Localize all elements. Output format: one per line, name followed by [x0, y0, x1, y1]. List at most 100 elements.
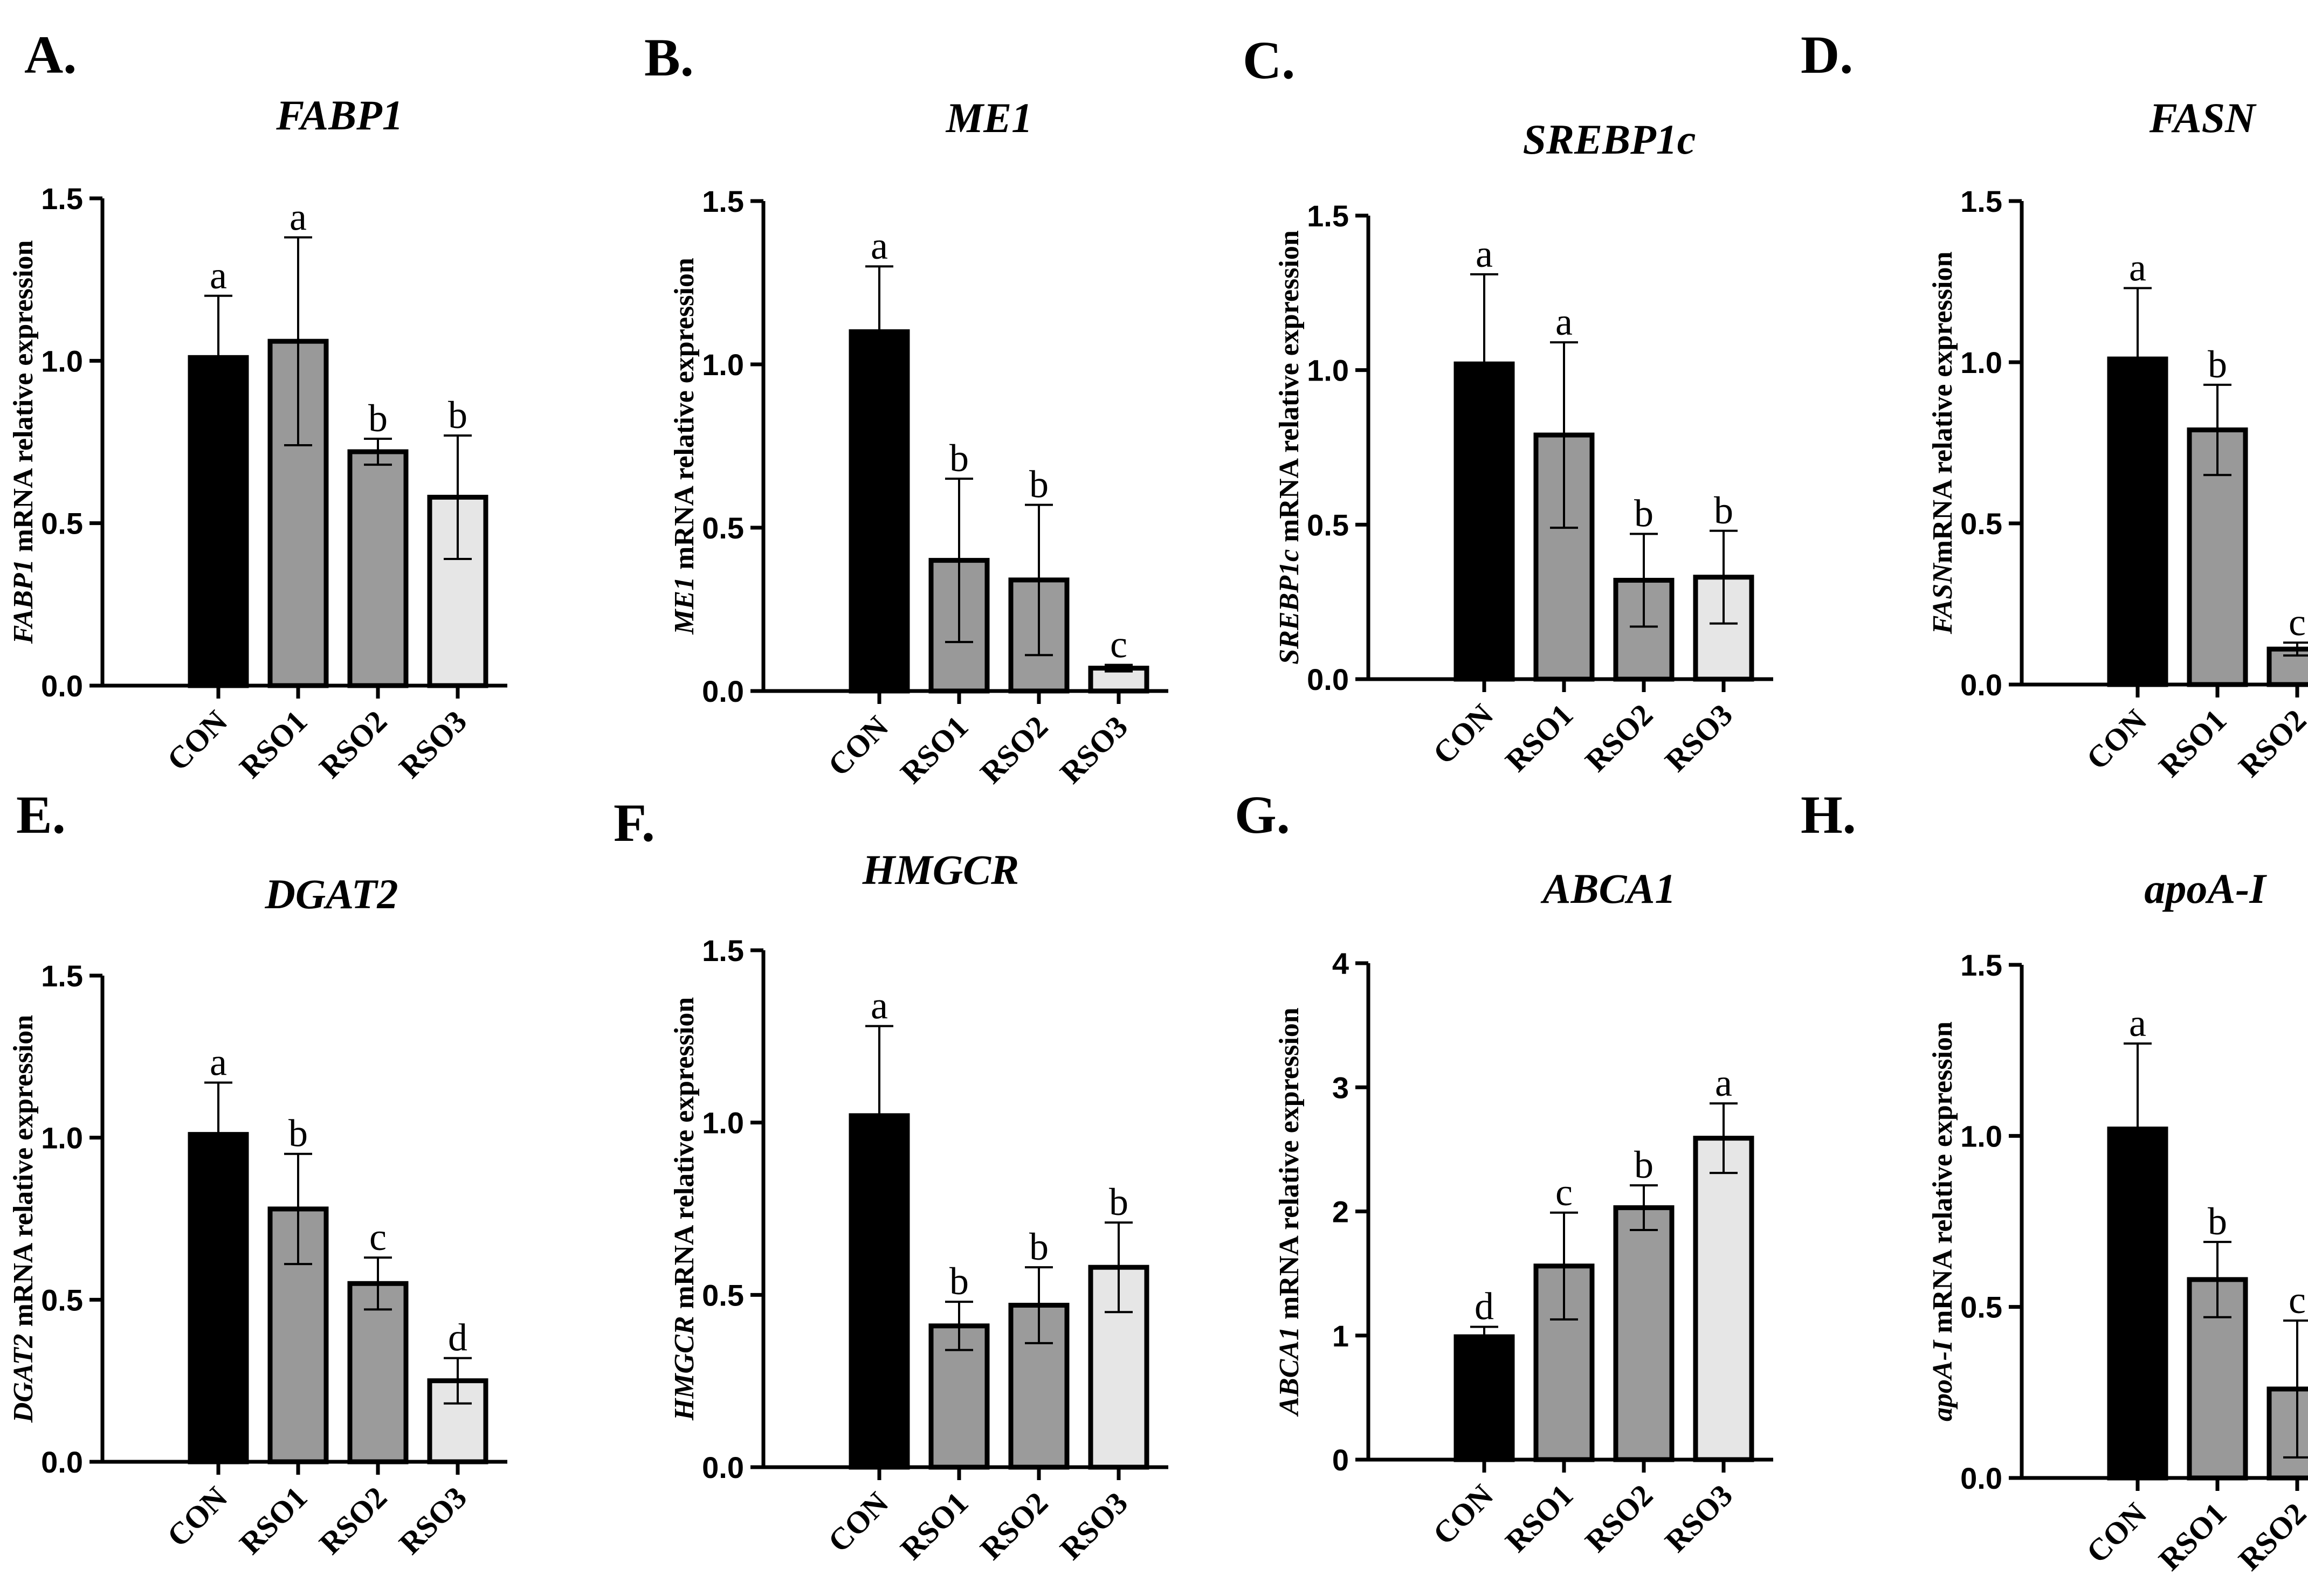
y-tick-label: 1.5 — [41, 959, 83, 993]
y-axis-label-gene: SREBP1c — [1274, 549, 1305, 665]
y-tick-label: 1.5 — [702, 184, 744, 218]
y-tick-label: 1.0 — [41, 344, 83, 378]
chart-title: DGAT2 — [264, 870, 398, 917]
x-tick-label: RSO1 — [232, 703, 314, 785]
y-tick-label: 0.5 — [1960, 1290, 2002, 1324]
significance-label: c — [369, 1215, 387, 1259]
y-axis-label-text: mRNA relative expression — [1274, 230, 1305, 549]
y-axis-label-text: mRNA relative expression — [1274, 1007, 1305, 1326]
significance-label: b — [2208, 343, 2227, 386]
y-tick-label: 1.5 — [41, 182, 83, 216]
y-axis-label: apoA-I mRNA relative expression — [1927, 1021, 1958, 1421]
x-tick-label: CON — [821, 1485, 895, 1559]
x-tick-label: RSO3 — [1658, 697, 1739, 778]
y-axis-label: FASNmRNA relative expression — [1927, 252, 1958, 635]
y-axis-label: FABP1 mRNA relative expression — [8, 240, 39, 645]
significance-label: a — [210, 1040, 227, 1083]
panel-label: D. — [1801, 25, 1853, 85]
y-tick-label: 0.0 — [1307, 662, 1349, 696]
x-tick-label: RSO3 — [1053, 1485, 1134, 1566]
y-tick-label: 1.5 — [1960, 948, 2002, 982]
y-tick-label: 0.0 — [702, 674, 744, 708]
x-tick-label: RSO3 — [392, 1480, 473, 1561]
y-tick-label: 3 — [1332, 1070, 1349, 1104]
chart-title: ABCA1 — [1540, 865, 1676, 912]
y-tick-label: 0.0 — [702, 1450, 744, 1484]
significance-label: a — [1476, 232, 1493, 275]
y-axis-label-text: mRNA relative expression — [1927, 252, 1958, 564]
significance-label: b — [1029, 1225, 1049, 1268]
y-tick-label: 1.0 — [1307, 354, 1349, 388]
y-axis-label-text: mRNA relative expression — [669, 997, 700, 1316]
y-tick-label: 1.0 — [702, 348, 744, 382]
x-tick-label: RSO2 — [2231, 702, 2308, 784]
chart-title: HMGCR — [862, 846, 1019, 893]
y-axis-label-gene: apoA-I — [1927, 1339, 1958, 1421]
significance-label: b — [1714, 489, 1733, 532]
y-tick-label: 1 — [1332, 1319, 1349, 1353]
y-tick-label: 0.0 — [41, 669, 83, 703]
x-tick-label: RSO1 — [1498, 1477, 1580, 1559]
significance-label: a — [2129, 246, 2146, 289]
y-axis-label-text: mRNA relative expression — [1927, 1021, 1958, 1341]
bar-rso3 — [1693, 1136, 1754, 1462]
y-tick-label: 2 — [1332, 1195, 1349, 1229]
x-tick-label: CON — [821, 709, 895, 783]
panel-label: E. — [16, 785, 66, 845]
y-axis-label-gene: HMGCR — [669, 1316, 700, 1421]
x-tick-label: CON — [2079, 702, 2153, 776]
y-axis-label: ME1 mRNA relative expression — [669, 258, 700, 635]
bar-rso2 — [1613, 1205, 1675, 1462]
y-axis-label-text: mRNA relative expression — [669, 258, 700, 577]
significance-label: b — [448, 393, 467, 437]
chart-title: ME1 — [945, 94, 1032, 141]
significance-label: c — [1555, 1171, 1573, 1214]
x-tick-label: RSO2 — [973, 709, 1055, 790]
bar-rso2 — [2266, 646, 2308, 687]
x-tick-label: CON — [2079, 1496, 2153, 1570]
y-tick-label: 0.5 — [702, 1278, 744, 1312]
y-axis-label: ABCA1 mRNA relative expression — [1274, 1007, 1305, 1417]
x-tick-label: RSO2 — [1578, 697, 1659, 778]
chart-title: FASN — [2149, 94, 2257, 141]
significance-label: b — [368, 397, 388, 440]
x-tick-label: RSO2 — [2231, 1496, 2308, 1577]
y-tick-label: 0.5 — [702, 511, 744, 545]
significance-label: c — [2289, 600, 2306, 644]
x-tick-label: RSO1 — [893, 1485, 975, 1566]
significance-label: b — [949, 1260, 969, 1303]
bar-con — [1453, 1334, 1515, 1462]
significance-label: c — [1110, 623, 1127, 666]
y-axis-label: DGAT2 mRNA relative expression — [8, 1015, 39, 1423]
significance-label: a — [290, 195, 307, 238]
y-tick-label: 0.0 — [1960, 1461, 2002, 1495]
y-tick-label: 4 — [1332, 946, 1349, 980]
panel-label: F. — [614, 793, 655, 853]
chart-title: SREBP1c — [1523, 116, 1696, 163]
x-tick-label: RSO2 — [312, 1480, 394, 1561]
significance-label: d — [448, 1316, 467, 1359]
panel-label: H. — [1801, 785, 1856, 845]
x-tick-label: CON — [1426, 1477, 1500, 1551]
panel-label: G. — [1235, 785, 1290, 845]
x-tick-label: RSO2 — [312, 703, 394, 785]
y-tick-label: 0.5 — [1960, 507, 2002, 541]
x-tick-label: RSO2 — [973, 1485, 1055, 1566]
x-tick-label: CON — [160, 1480, 234, 1553]
y-tick-label: 0.0 — [1960, 668, 2002, 702]
y-axis-label-text: mRNA relative expression — [8, 240, 39, 559]
x-tick-label: RSO2 — [1578, 1477, 1659, 1559]
x-tick-label: RSO3 — [392, 703, 473, 785]
x-tick-label: RSO3 — [1053, 709, 1134, 790]
panel-label: B. — [644, 27, 694, 87]
y-tick-label: 1.5 — [702, 934, 744, 968]
x-tick-label: RSO1 — [2152, 1496, 2233, 1577]
y-tick-label: 1.0 — [1960, 1119, 2002, 1153]
y-axis-label-gene: FABP1 — [8, 559, 39, 644]
significance-label: b — [1029, 463, 1049, 506]
